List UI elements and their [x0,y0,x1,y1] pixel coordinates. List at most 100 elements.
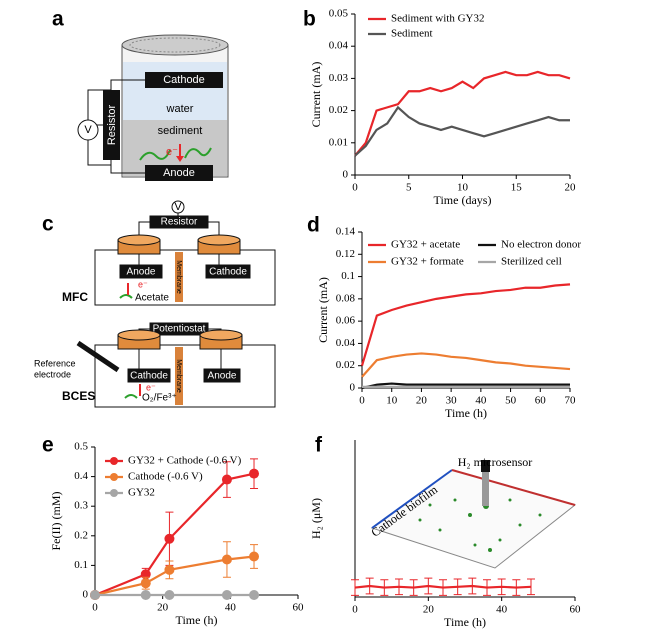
y-axis-label: Current (mA) [309,62,323,128]
y-tick-label: 0 [343,169,349,181]
y-axis-label: Fe(II) (mM) [49,492,63,551]
legend-label: GY32 + formate [391,256,464,268]
line [361,382,570,390]
label: V [174,201,182,213]
panel-label: c [42,213,54,236]
line [361,352,571,378]
x-tick-label: 10 [386,395,398,407]
label: e⁻ [138,279,148,289]
x-tick-label: 20 [416,395,428,407]
y-tick-label: 0.02 [336,359,355,371]
label: Resistor [161,217,198,228]
line [354,584,532,589]
label: Potentiostat [153,324,206,335]
x-tick-label: 60 [570,604,582,616]
marker [90,590,100,600]
marker [221,474,232,485]
inset-3d [370,460,577,569]
legend-label: GY32 + Cathode (-0.6 V) [128,455,242,467]
x-tick-label: 5 [406,182,412,194]
label: Reference [34,358,76,368]
legend-label: GY32 [128,487,155,499]
x-tick-label: 10 [457,182,469,194]
label: e⁻ [166,146,178,158]
y-tick-label: 0.04 [336,337,356,349]
panel-label: a [52,8,64,31]
marker [140,590,151,600]
legend-marker [110,473,118,481]
y-tick-label: 0 [83,589,89,601]
y-tick-label: 0.1 [74,559,88,571]
x-tick-label: 60 [293,602,305,614]
x-axis-label: Time (h) [176,613,218,627]
y-tick-label: 0 [350,382,356,394]
line [354,105,570,157]
label: Anode [163,167,195,179]
marker [164,564,175,575]
marker [221,554,232,565]
diagram-c [76,200,276,408]
annotation: H₂ microsensor [458,455,533,469]
label: Membrane [175,359,182,393]
label: V [84,124,92,136]
line [354,70,571,157]
marker [249,468,260,479]
marker [140,578,151,589]
label: Cathode [163,74,205,86]
legend-label: Cathode (-0.6 V) [128,471,203,483]
legend-label: Sediment [391,28,433,40]
x-tick-label: 50 [505,395,517,407]
y-axis-label: H₂ (μM) [309,498,323,539]
label: sediment [158,125,203,137]
label: Membrane [175,260,182,294]
label: e⁻ [146,382,156,392]
y-tick-label: 0.01 [329,136,348,148]
y-tick-label: 0.5 [74,441,88,453]
panel-label: d [307,214,320,237]
legend-label: Sterilized cell [501,256,562,268]
legend-label: GY32 + acetate [391,239,460,251]
x-tick-label: 0 [352,604,358,616]
marker [221,590,232,600]
y-tick-label: 0.2 [74,529,88,541]
label: Cathode [130,371,168,382]
legend-label: No electron donor [501,239,581,251]
y-tick-label: 0.03 [329,72,349,84]
x-tick-label: 40 [225,602,237,614]
x-tick-label: 70 [565,395,577,407]
panel-label: f [315,434,323,457]
marker [164,533,175,544]
y-tick-label: 0.12 [336,248,355,260]
label: Resistor [106,104,118,145]
label: BCES [62,389,95,403]
y-tick-label: 0.4 [74,470,88,482]
y-tick-label: 0.05 [329,8,349,20]
x-tick-label: 0 [359,395,365,407]
x-tick-label: 0 [92,602,98,614]
label: Cathode [209,267,247,278]
label: electrode [34,369,71,379]
charts: a b c d e f 0 0.01 0.02 0.03 0.04 0.05 0 5 10 15 20 Time … [42,8,581,629]
diagram-a [77,34,229,181]
y-tick-label: 0.3 [74,500,88,512]
marker [249,590,260,600]
y-tick-label: 0.14 [336,226,356,238]
y-tick-label: 0.1 [341,270,355,282]
x-axis-label: Time (days) [434,193,492,207]
label: O₂/Fe³⁺ [142,393,177,404]
label: MFC [62,290,88,304]
y-tick-label: 0.08 [336,292,356,304]
legend-label: Sediment with GY32 [391,13,485,25]
y-tick-label: 0.02 [329,104,348,116]
panel-label: b [303,8,316,31]
x-tick-label: 30 [446,395,458,407]
x-tick-label: 20 [157,602,169,614]
y-tick-label: 0.04 [329,40,349,52]
legend-marker [110,457,118,465]
x-tick-label: 20 [423,604,435,616]
y-tick-label: 0.06 [336,315,356,327]
x-tick-label: 15 [511,182,523,194]
line [360,283,571,367]
marker [164,590,175,600]
